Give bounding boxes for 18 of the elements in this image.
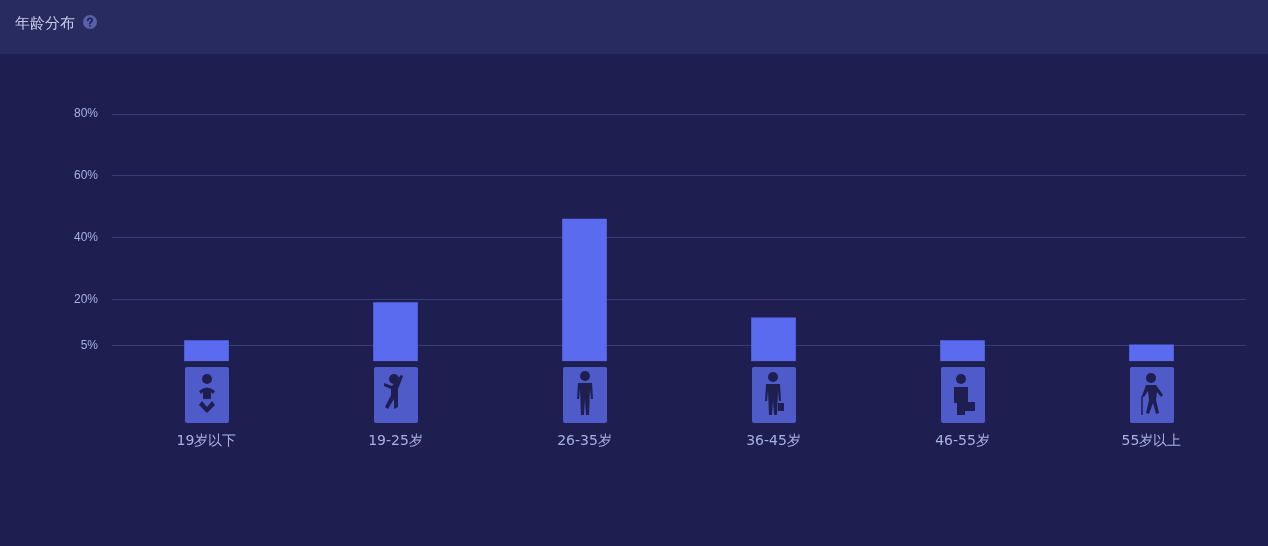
x-tick-label: 26-35岁 xyxy=(557,432,612,449)
x-tick-label: 36-45岁 xyxy=(746,432,801,449)
bar xyxy=(940,340,985,362)
bar xyxy=(373,302,418,362)
y-tick-label: 20% xyxy=(73,291,99,306)
y-tick-label: 60% xyxy=(73,168,99,183)
x-tick-label: 46-55岁 xyxy=(935,432,990,449)
bar xyxy=(562,218,607,362)
chart-title: 年龄分布 xyxy=(15,14,75,33)
y-tick-label: 40% xyxy=(73,229,99,244)
bar xyxy=(184,340,229,362)
y-tick-label: 5% xyxy=(80,338,99,353)
x-tick-label: 19-25岁 xyxy=(368,432,423,449)
x-tick-label: 55岁以上 xyxy=(1121,432,1182,449)
bar xyxy=(751,317,796,362)
y-tick-label: 80% xyxy=(73,106,99,121)
bar xyxy=(1129,344,1174,362)
x-tick-label: 19岁以下 xyxy=(176,432,237,449)
